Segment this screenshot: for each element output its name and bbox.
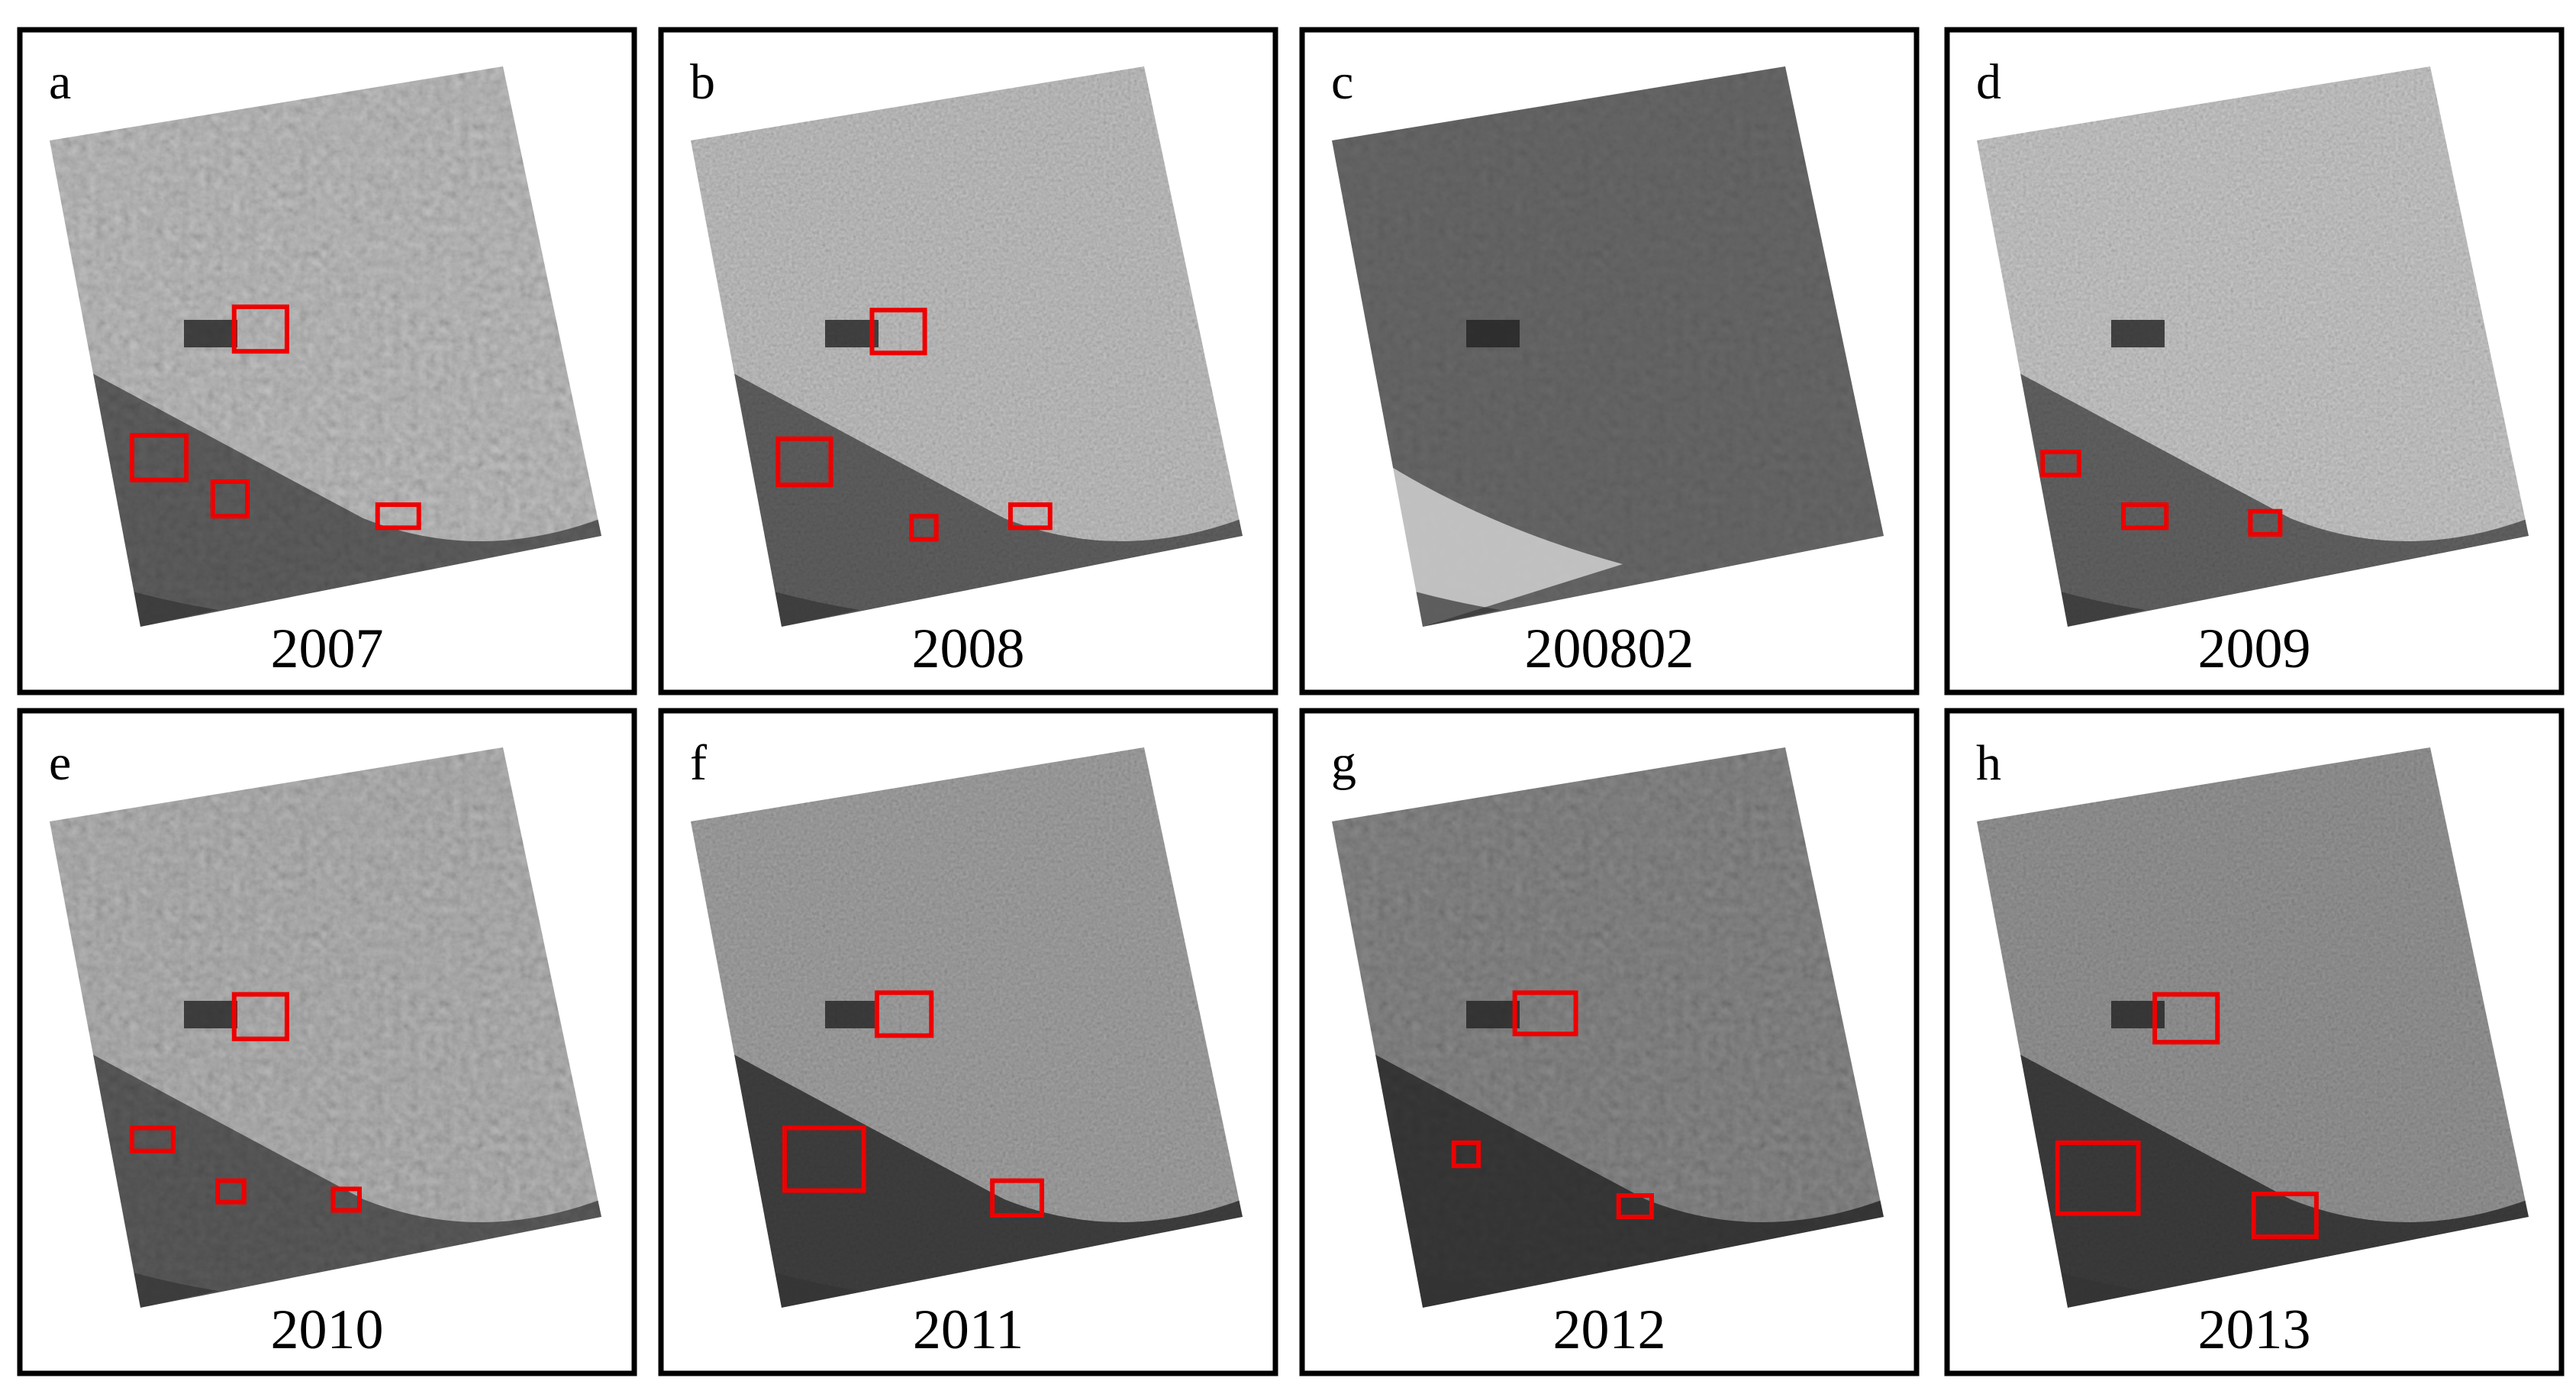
runway [2111,320,2165,347]
panel-caption: 200802 [1525,618,1694,680]
runway [825,1001,879,1028]
panel: f 2011 [658,708,1278,1376]
coastal-band [50,1031,601,1308]
coastal-band [1977,1031,2529,1308]
panel-caption: 2008 [912,618,1025,680]
highlight-box [375,502,421,531]
highlight-box [874,990,934,1038]
satellite-image [1332,66,1884,627]
runway [184,320,237,347]
highlight-box [2251,1191,2319,1240]
highlight-box [990,1178,1044,1218]
satellite-image [50,747,601,1308]
panel: a 2007 [17,27,637,695]
panel: e 2010 [17,708,637,1376]
panel-caption: 2010 [271,1299,384,1361]
panel-letter: h [1976,735,2001,791]
satellite-image [691,66,1243,627]
runway [1466,1001,1520,1028]
panel: g 2012 [1299,708,1920,1376]
coastal-band [691,1031,1243,1308]
panel-caption: 2012 [1553,1299,1666,1361]
highlight-box [2055,1140,2141,1216]
panel-letter: a [49,54,71,110]
highlight-box [1451,1140,1481,1169]
highlight-box [2152,992,2220,1045]
coastal-band [1977,350,2529,627]
highlight-box [869,308,927,356]
panel-caption: 2013 [2198,1299,2311,1361]
panel-caption: 2007 [271,618,384,680]
highlight-box [210,479,250,519]
highlight-box [1008,502,1053,531]
satellite-image [1332,747,1884,1308]
coastal-band [50,350,601,627]
highlight-box [2121,502,2169,531]
panel-letter: b [690,54,715,110]
highlight-box [330,1186,362,1213]
highlight-box [231,304,289,354]
panel-letter: e [49,735,71,791]
highlight-box [909,514,939,542]
panel-letter: g [1331,735,1356,791]
coastal-band [1332,1031,1884,1308]
highlight-box [782,1125,866,1193]
coastal-band [691,350,1243,627]
panel: b 2008 [658,27,1278,695]
panel-caption: 2011 [913,1299,1024,1361]
highlight-box [129,1125,176,1154]
highlight-box [2040,449,2081,478]
panel-letter: d [1976,54,2001,110]
highlight-box [215,1178,247,1205]
panel: h 2013 [1944,708,2565,1376]
highlight-box [2248,508,2283,537]
runway [1466,320,1520,347]
runway [184,1001,237,1028]
panel: d 2009 [1944,27,2565,695]
highlight-box [231,992,289,1041]
panel: c 200802 [1299,27,1920,695]
panel-caption: 2009 [2198,618,2311,680]
runway [825,320,879,347]
panel-letter: f [690,735,707,791]
highlight-box [775,436,833,488]
highlight-box [1616,1193,1654,1220]
highlight-box [1512,990,1578,1037]
panel-letter: c [1331,54,1353,110]
highlight-box [129,433,189,482]
